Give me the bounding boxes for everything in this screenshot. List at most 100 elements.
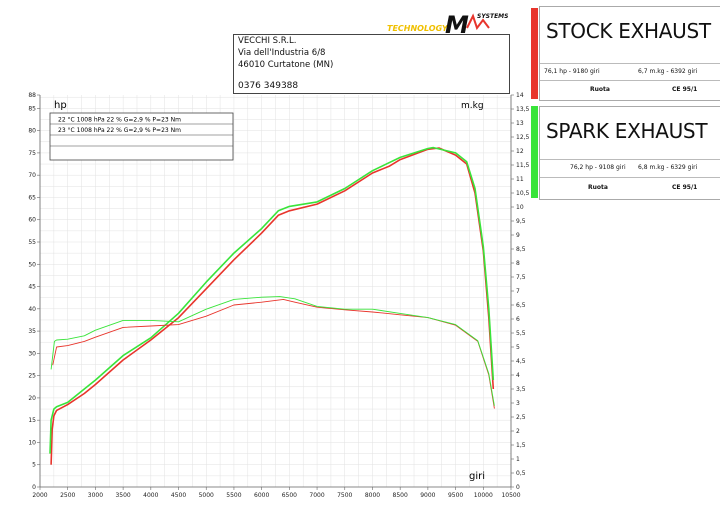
chart-ticks: 2000 2500 3000 3500 4000 4500 5000 5500 6000 6500… — [28, 92, 529, 499]
x-tick-label: 5000 — [199, 492, 214, 499]
y-left-tick-label: 60 — [28, 217, 36, 224]
address-street: Via dell'Industria 6/8 — [238, 48, 326, 58]
spark-torque-line — [50, 296, 495, 406]
spark-color-bar — [531, 106, 538, 198]
y-left-tick-label: 25 — [28, 373, 36, 380]
y-left-tick-label: 30 — [28, 350, 36, 357]
stock-power-line — [50, 147, 495, 465]
chart-grid — [39, 95, 512, 488]
x-tick-label: 4500 — [171, 492, 186, 499]
y-left-tick-label: 50 — [28, 261, 36, 268]
mi-technology-logo: TECHNOLOGY M SYSTEMS — [387, 11, 508, 36]
y-right-tick-label: 9,5 — [516, 218, 526, 225]
address-company: VECCHI S.R.L. — [238, 36, 297, 46]
y-left-tick-label: 20 — [28, 395, 36, 402]
stock-torque-line — [52, 298, 495, 409]
spark-exhaust-card: SPARK EXHAUST 76,2 hp - 9108 giri 6,8 m.… — [539, 106, 720, 200]
logo-right-text: SYSTEMS — [477, 13, 508, 20]
x-tick-label: 3500 — [115, 492, 130, 499]
y-right-tick-label: 1 — [516, 456, 520, 463]
y-right-tick-label: 5 — [516, 344, 520, 351]
x-tick-label: 7000 — [309, 492, 324, 499]
y-right-tick-label: 6,5 — [516, 302, 526, 309]
y-right-tick-label: 9 — [516, 232, 520, 239]
spark-standard: CE 95/1 — [672, 184, 698, 191]
x-tick-label: 9000 — [420, 492, 435, 499]
spark-power-line — [49, 146, 495, 454]
x-tick-label: 8000 — [365, 492, 380, 499]
logo-mark: M — [445, 11, 469, 36]
chart-series — [49, 146, 495, 465]
y-right-tick-label: 0 — [516, 484, 520, 491]
x-tick-label: 10000 — [474, 492, 493, 499]
y-left-tick-label: 70 — [28, 172, 36, 179]
y-right-tick-label: 2 — [516, 428, 520, 435]
y-right-tick-label: 13 — [516, 120, 524, 127]
y-right-tick-label: 0,5 — [516, 470, 526, 477]
y-left-tick-label: 88 — [28, 92, 36, 99]
y-right-tick-label: 3,5 — [516, 386, 526, 393]
y-right-tick-label: 7 — [516, 288, 520, 295]
logo-wave-icon — [466, 13, 490, 31]
y-right-tick-label: 12 — [516, 148, 524, 155]
y-left-tick-label: 75 — [28, 150, 36, 157]
y-right-tick-label: 10,5 — [516, 190, 530, 197]
address-city: 46010 Curtatone (MN) — [238, 60, 334, 70]
address-box: VECCHI S.R.L. Via dell'Industria 6/8 460… — [233, 34, 510, 94]
spark-mode: Ruota — [588, 184, 608, 191]
stock-exhaust-card: STOCK EXHAUST 76,1 hp - 9180 giri 6,7 m.… — [539, 6, 720, 101]
y-right-tick-label: 12,5 — [516, 134, 530, 141]
y-left-tick-label: 15 — [28, 417, 36, 424]
y-right-tick-label: 6 — [516, 316, 520, 323]
x-tick-label: 10500 — [501, 492, 520, 499]
x-tick-label: 2000 — [32, 492, 47, 499]
conditions-table: 22 °C 1008 hPa 22 % G=2,9 % P=23 Nm 23 °… — [49, 112, 234, 161]
y-right-tick-label: 1,5 — [516, 442, 526, 449]
y-left-label: hp — [54, 100, 67, 111]
y-left-tick-label: 55 — [28, 239, 36, 246]
y-right-tick-label: 7,5 — [516, 274, 526, 281]
x-tick-label: 4000 — [143, 492, 158, 499]
y-left-tick-label: 65 — [28, 194, 36, 201]
y-right-label: m.kg — [461, 101, 484, 111]
x-tick-label: 6500 — [282, 492, 297, 499]
x-axis-label: giri — [469, 471, 485, 482]
y-left-tick-label: 85 — [28, 105, 36, 112]
y-right-tick-label: 8,5 — [516, 246, 526, 253]
stock-torque-peak: 6,7 m.kg - 6392 giri — [638, 68, 698, 75]
y-right-tick-label: 11,5 — [516, 162, 530, 169]
x-tick-label: 2500 — [60, 492, 75, 499]
spark-power-peak: 76,2 hp - 9108 giri — [570, 164, 626, 171]
y-right-tick-label: 14 — [516, 92, 524, 99]
logo-left-text: TECHNOLOGY — [387, 24, 449, 33]
y-right-tick-label: 2,5 — [516, 414, 526, 421]
address-phone: 0376 349388 — [238, 81, 299, 91]
y-right-tick-label: 13,5 — [516, 106, 530, 113]
y-left-tick-label: 0 — [32, 484, 36, 491]
x-tick-label: 3000 — [88, 492, 103, 499]
stock-card-title: STOCK EXHAUST — [546, 19, 711, 43]
stock-power-peak: 76,1 hp - 9180 giri — [544, 68, 600, 75]
y-right-tick-label: 4 — [516, 372, 520, 379]
y-left-tick-label: 80 — [28, 128, 36, 135]
x-tick-label: 5500 — [226, 492, 241, 499]
x-tick-label: 7500 — [337, 492, 352, 499]
stock-mode: Ruota — [590, 86, 610, 93]
y-right-tick-label: 11 — [516, 176, 524, 183]
y-right-tick-label: 5,5 — [516, 330, 526, 337]
y-right-tick-label: 3 — [516, 400, 520, 407]
y-left-tick-label: 5 — [32, 462, 36, 469]
spark-torque-peak: 6,8 m.kg - 6329 giri — [638, 164, 698, 171]
x-tick-label: 6000 — [254, 492, 269, 499]
y-right-tick-label: 8 — [516, 260, 520, 267]
y-left-tick-label: 40 — [28, 306, 36, 313]
stock-standard: CE 95/1 — [672, 86, 698, 93]
y-left-tick-label: 35 — [28, 328, 36, 335]
x-tick-label: 8500 — [393, 492, 408, 499]
y-right-tick-label: 4,5 — [516, 358, 526, 365]
conditions-row-stock: 22 °C 1008 hPa 22 % G=2,9 % P=23 Nm — [58, 117, 181, 124]
y-right-tick-label: 10 — [516, 204, 524, 211]
x-tick-label: 9500 — [448, 492, 463, 499]
spark-card-title: SPARK EXHAUST — [546, 119, 708, 143]
